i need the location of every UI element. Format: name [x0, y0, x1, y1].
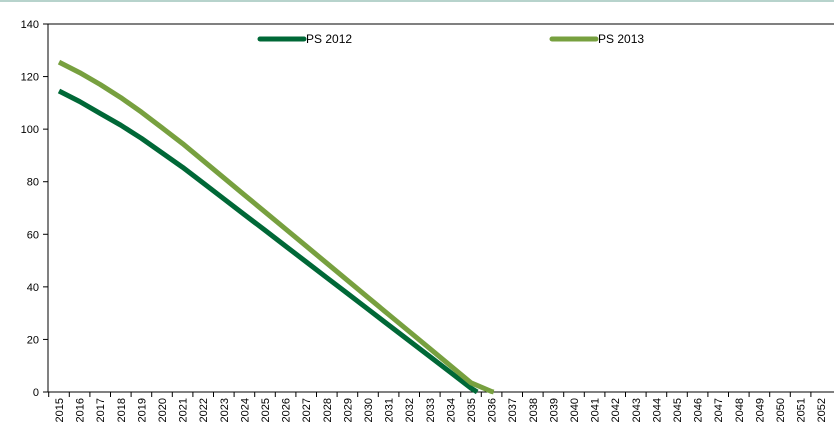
legend-label-1: PS 2012 [306, 32, 352, 46]
x-tick-label: 2033 [425, 398, 437, 422]
y-axis-ticks: 0 20 40 60 80 100 120 140 [21, 19, 48, 399]
x-tick-label: 2024 [239, 398, 251, 422]
x-tick-label: 2043 [631, 398, 643, 422]
x-tick-label: 2027 [301, 398, 313, 422]
series-lines [57, 59, 495, 395]
x-tick-label: 2042 [610, 398, 622, 422]
x-tick-label: 2017 [95, 398, 107, 422]
x-tick-label: 2032 [404, 398, 416, 422]
x-tick-label: 2040 [569, 398, 581, 422]
x-tick-label: 2038 [528, 398, 540, 422]
x-tick-label: 2021 [178, 398, 190, 422]
x-tick-label: 2016 [75, 398, 87, 422]
legend: PS 2012 PS 2013 [257, 32, 644, 46]
x-tick-label: 2035 [466, 398, 478, 422]
y-tick-label: 40 [27, 282, 39, 294]
series-line-2 [57, 59, 495, 395]
y-tick-label: 20 [27, 334, 39, 346]
x-tick-label: 2025 [260, 398, 272, 422]
x-tick-label: 2049 [754, 398, 766, 422]
x-tick-label: 2036 [487, 398, 499, 422]
x-tick-label: 2037 [507, 398, 519, 422]
x-tick-label: 2048 [734, 398, 746, 422]
x-tick-label: 2018 [116, 398, 128, 422]
x-tick-label: 2019 [136, 398, 148, 422]
y-tick-label: 80 [27, 177, 39, 189]
x-tick-label: 2050 [775, 398, 787, 422]
x-tick-label: 2047 [713, 398, 725, 422]
x-tick-label: 2046 [693, 398, 705, 422]
x-tick-label: 2045 [672, 398, 684, 422]
y-tick-label: 0 [33, 387, 39, 399]
axes [47, 23, 834, 393]
x-tick-label: 2044 [651, 398, 663, 422]
x-tick-label: 2026 [281, 398, 293, 422]
x-tick-label: 2020 [157, 398, 169, 422]
legend-label-2: PS 2013 [598, 32, 644, 46]
y-tick-label: 120 [21, 72, 39, 84]
x-tick-label: 2030 [363, 398, 375, 422]
x-tick-label: 2041 [590, 398, 602, 422]
x-tick-label: 2051 [796, 398, 808, 422]
x-tick-label: 2034 [445, 398, 457, 422]
x-tick-label: 2039 [548, 398, 560, 422]
y-tick-label: 140 [21, 19, 39, 31]
x-tick-label: 2029 [342, 398, 354, 422]
x-axis-ticks: 2015 2016 2017 2018 2019 2020 2021 2022 2023 2024… [48, 392, 828, 422]
x-tick-label: 2031 [384, 398, 396, 422]
series-line-1 [57, 88, 479, 395]
x-tick-label: 2022 [198, 398, 210, 422]
x-tick-label: 2028 [322, 398, 334, 422]
x-tick-label: 2023 [219, 398, 231, 422]
x-tick-label: 2052 [816, 398, 828, 422]
x-tick-label: 2015 [54, 398, 66, 422]
y-tick-label: 100 [21, 124, 39, 136]
y-tick-label: 60 [27, 229, 39, 241]
